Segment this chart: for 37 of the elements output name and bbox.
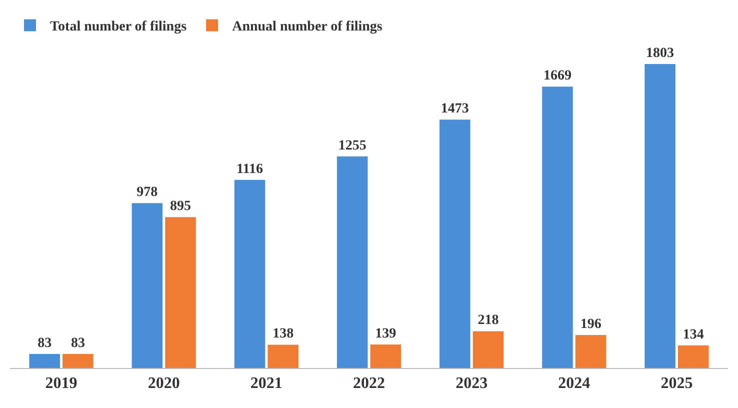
bar (644, 64, 676, 368)
bar (29, 354, 60, 368)
data-label: 978 (136, 185, 158, 200)
bar (165, 217, 196, 368)
x-tick-label: 2024 (558, 375, 590, 392)
legend-label: Annual number of filings (232, 20, 383, 35)
bar (542, 86, 573, 368)
data-label: 1473 (440, 102, 469, 117)
data-label: 139 (375, 326, 396, 342)
bar (132, 203, 163, 368)
data-label: 1669 (543, 68, 572, 84)
data-label: 196 (580, 316, 602, 332)
bar (575, 334, 606, 368)
data-label: 1255 (338, 138, 366, 154)
x-tick-label: 2021 (250, 375, 282, 392)
data-label: 1116 (236, 162, 263, 177)
data-label: 218 (478, 313, 499, 328)
bar (472, 331, 504, 368)
x-tick-label: 2019 (45, 375, 78, 392)
data-label: 1803 (646, 46, 674, 61)
bar (370, 344, 402, 368)
bar (336, 156, 368, 368)
data-label: 83 (38, 336, 52, 352)
bar (234, 180, 266, 368)
data-label: 895 (170, 199, 192, 214)
data-label: 83 (70, 336, 85, 352)
x-tick-label: 2023 (456, 375, 488, 392)
bar (268, 344, 298, 368)
bar (440, 120, 470, 368)
legend-label: Total number of filings (50, 20, 188, 35)
data-label: 138 (272, 326, 294, 342)
x-tick-label: 2022 (353, 375, 385, 392)
bar (678, 345, 709, 368)
x-tick-label: 2020 (148, 375, 180, 392)
bar (62, 354, 94, 368)
x-tick-label: 2025 (660, 375, 693, 392)
data-label: 134 (682, 327, 704, 342)
